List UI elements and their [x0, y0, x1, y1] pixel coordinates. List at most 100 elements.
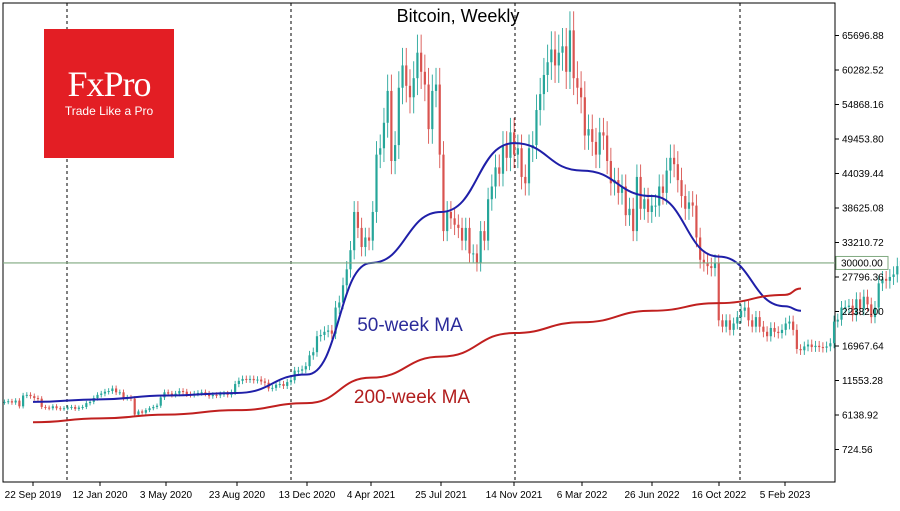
ma200-label: 200-week MA	[354, 387, 470, 408]
candle	[599, 132, 601, 154]
y-tick-label: 22382.00	[842, 307, 884, 318]
candle	[606, 136, 608, 161]
x-tick-label: 16 Oct 2022	[692, 490, 747, 501]
candle	[409, 86, 411, 97]
candle	[457, 225, 459, 228]
candle	[308, 355, 310, 366]
candle	[100, 394, 102, 395]
x-tick-label: 6 Mar 2022	[557, 490, 608, 501]
y-tick-label: 60282.52	[842, 66, 884, 77]
candle	[576, 78, 578, 88]
candle	[688, 202, 690, 208]
candle	[435, 85, 437, 91]
candle	[744, 308, 746, 311]
candle	[338, 302, 340, 307]
candle	[331, 331, 333, 334]
candle	[96, 395, 98, 398]
candle	[491, 186, 493, 199]
candle	[15, 401, 17, 403]
candle	[833, 322, 835, 344]
candle	[234, 384, 236, 392]
candle	[74, 407, 76, 409]
y-tick-label: 11553.28	[842, 376, 883, 387]
candle	[160, 397, 162, 405]
x-tick-label: 12 Jan 2020	[72, 490, 127, 501]
candle	[695, 206, 697, 238]
candle	[41, 399, 43, 407]
candle	[141, 411, 143, 412]
candle	[413, 78, 415, 97]
y-tick-label: 49453.80	[842, 135, 884, 146]
candle	[59, 408, 61, 409]
candle	[651, 206, 653, 212]
candle	[885, 279, 887, 281]
candle	[837, 320, 839, 322]
candle	[822, 347, 824, 348]
y-tick-label: 724.56	[842, 445, 873, 456]
candle	[26, 395, 28, 396]
candle	[219, 394, 221, 395]
candle	[814, 346, 816, 347]
candle	[401, 65, 403, 87]
candle	[297, 371, 299, 372]
candle	[498, 167, 500, 173]
candle	[398, 88, 400, 145]
candle	[439, 85, 441, 155]
candle	[156, 406, 158, 407]
candle	[420, 53, 422, 72]
candle	[286, 382, 288, 386]
candle	[584, 97, 586, 135]
candle	[44, 407, 46, 408]
candle	[773, 328, 775, 332]
candle	[628, 209, 630, 215]
candle	[807, 345, 809, 347]
candle	[290, 380, 292, 382]
candle	[111, 388, 113, 391]
candle	[368, 237, 370, 240]
candle	[547, 62, 549, 75]
candle	[591, 129, 593, 142]
candle	[625, 186, 627, 215]
candle	[692, 202, 694, 205]
candle	[509, 132, 511, 157]
candle	[108, 391, 110, 392]
candle	[372, 212, 374, 241]
candle	[673, 158, 675, 164]
candle	[580, 88, 582, 98]
y-tick-label: 27796.36	[842, 273, 884, 284]
y-axis: 65696.8860282.5254868.1649453.8044039.44…	[835, 31, 884, 456]
x-tick-label: 3 May 2020	[140, 490, 193, 501]
candle	[442, 155, 444, 231]
candle	[316, 336, 318, 352]
candle	[63, 408, 65, 409]
candle	[892, 274, 894, 277]
candle	[37, 398, 39, 399]
candle	[751, 320, 753, 326]
x-tick-label: 14 Nov 2021	[486, 490, 543, 501]
candle	[480, 231, 482, 263]
candle	[122, 392, 124, 398]
y-tick-label: 16967.64	[842, 342, 884, 353]
candle	[18, 401, 20, 407]
candle	[260, 380, 262, 382]
candle	[826, 346, 828, 347]
candle	[777, 332, 779, 333]
candle	[729, 320, 731, 330]
candle	[785, 323, 787, 329]
candle	[33, 396, 35, 398]
candle	[253, 379, 255, 380]
candle	[710, 266, 712, 268]
candle	[640, 177, 642, 209]
x-tick-label: 23 Aug 2020	[209, 490, 266, 501]
y-tick-label: 54868.16	[842, 100, 884, 111]
candle	[550, 49, 552, 62]
candle	[390, 91, 392, 161]
candle	[796, 330, 798, 349]
candle	[264, 381, 266, 382]
candle	[554, 49, 556, 65]
candle	[245, 379, 247, 380]
fxpro-logo: FxPro Trade Like a Pro	[44, 29, 174, 158]
candle	[811, 345, 813, 348]
candle	[301, 369, 303, 370]
